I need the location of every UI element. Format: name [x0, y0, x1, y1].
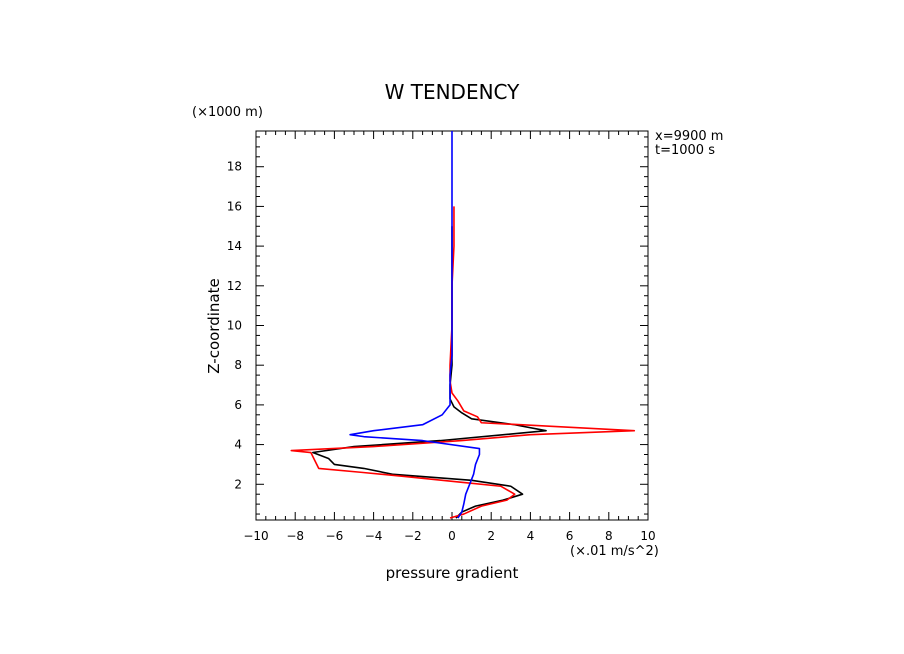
annotation-time: t=1000 s	[655, 143, 715, 158]
x-tick-label: 2	[487, 529, 495, 543]
y-tick-label: 14	[227, 239, 242, 253]
y-tick-label: 10	[227, 319, 242, 333]
y-tick-label: 4	[234, 438, 242, 452]
x-tick-label: −2	[404, 529, 422, 543]
series-line-1	[312, 226, 547, 519]
series-line-2	[290, 206, 636, 519]
y-tick-label: 2	[234, 477, 242, 491]
x-tick-label: 8	[605, 529, 613, 543]
x-tick-label: −6	[326, 529, 344, 543]
y-tick-label: 16	[227, 199, 242, 213]
x-unit-label: (×.01 m/s^2)	[570, 544, 659, 559]
x-tick-label: 6	[566, 529, 574, 543]
x-tick-label: 10	[640, 529, 655, 543]
y-tick-label: 12	[227, 279, 242, 293]
axis-ticks: −10 −8 −6 −4 −2 0 2 4 6 8 10 2 4 6 8 10 12 14 16 18	[227, 131, 656, 543]
x-tick-label: −4	[365, 529, 383, 543]
y-axis-label: Z-coordinate	[205, 278, 223, 373]
x-tick-label: −8	[286, 529, 304, 543]
annotation-x-position: x=9900 m	[655, 129, 723, 144]
x-axis-label: pressure gradient	[386, 564, 519, 582]
x-tick-label: 0	[448, 529, 456, 543]
y-unit-label: (×1000 m)	[192, 105, 263, 120]
y-tick-label: 18	[227, 160, 242, 174]
chart-title: W TENDENCY	[385, 80, 521, 104]
y-tick-label: 6	[234, 398, 242, 412]
series-layer	[290, 131, 636, 519]
y-tick-label: 8	[234, 358, 242, 372]
x-tick-label: −10	[243, 529, 268, 543]
series-line-3	[349, 131, 481, 519]
x-tick-label: 4	[527, 529, 535, 543]
